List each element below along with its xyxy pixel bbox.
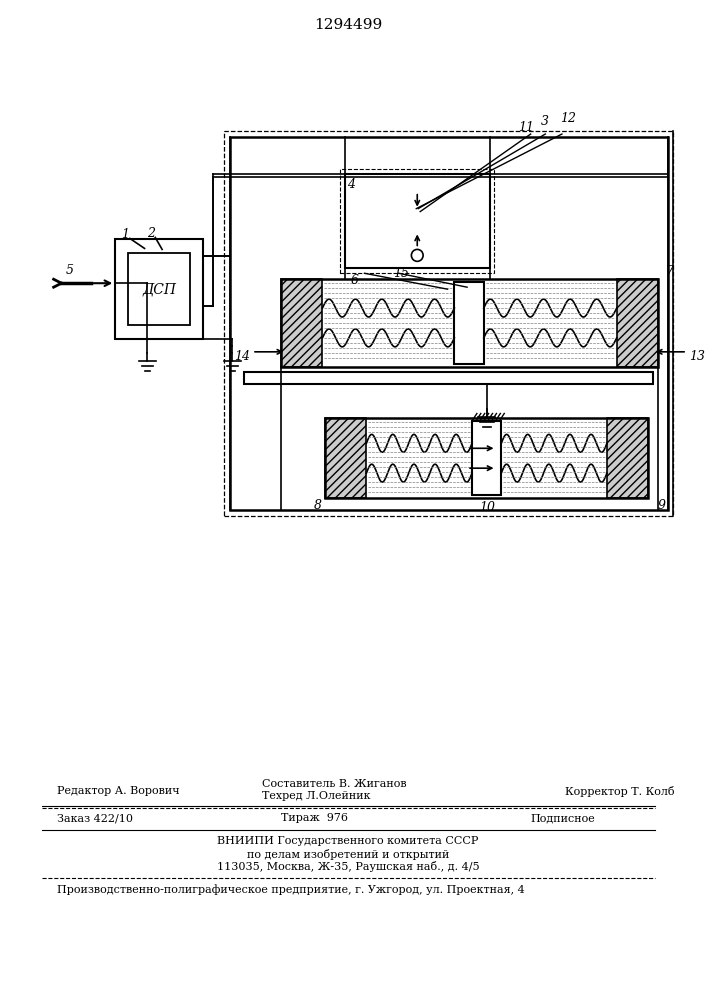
Text: ДСП: ДСП	[142, 282, 176, 296]
Text: 2: 2	[147, 227, 156, 240]
Text: 12: 12	[560, 112, 575, 125]
Text: 1: 1	[121, 228, 129, 241]
Text: 10: 10	[479, 501, 495, 514]
Text: Редактор А. Ворович: Редактор А. Ворович	[57, 786, 179, 796]
Text: Производственно-полиграфическое предприятие, г. Ужгород, ул. Проектная, 4: Производственно-полиграфическое предприя…	[57, 884, 525, 895]
Bar	[281, 279, 322, 367]
Text: 5: 5	[65, 264, 74, 277]
Text: 4: 4	[347, 178, 355, 191]
Text: Тираж  976: Тираж 976	[281, 813, 349, 823]
Bar	[607, 418, 648, 498]
Text: Составитель В. Жиганов: Составитель В. Жиганов	[262, 779, 407, 789]
Text: 113035, Москва, Ж-35, Раушская наб., д. 4/5: 113035, Москва, Ж-35, Раушская наб., д. …	[216, 861, 479, 872]
Text: Корректор Т. Колб: Корректор Т. Колб	[565, 786, 674, 797]
Text: Техред Л.Олейник: Техред Л.Олейник	[262, 791, 370, 801]
Text: по делам изобретений и открытий: по делам изобретений и открытий	[247, 849, 449, 860]
Text: 11: 11	[518, 121, 534, 134]
Bar	[230, 137, 667, 510]
Text: 9: 9	[658, 499, 666, 512]
Bar	[325, 418, 648, 498]
Text: 1294499: 1294499	[314, 18, 382, 32]
Bar	[244, 372, 653, 384]
Bar	[325, 418, 366, 498]
Text: 14: 14	[234, 350, 250, 363]
Bar	[340, 169, 494, 273]
Bar	[281, 279, 658, 367]
Text: Заказ 422/10: Заказ 422/10	[57, 813, 132, 823]
Text: 15: 15	[394, 267, 409, 280]
Bar	[472, 421, 501, 495]
Bar	[617, 279, 658, 367]
Bar	[455, 282, 484, 364]
Text: 3: 3	[542, 115, 549, 128]
Text: 7: 7	[665, 265, 674, 278]
Bar	[128, 253, 190, 325]
Bar	[223, 131, 673, 516]
Bar	[115, 239, 203, 339]
Text: 13: 13	[689, 350, 705, 363]
Text: ВНИИПИ Государственного комитета СССР: ВНИИПИ Государственного комитета СССР	[217, 836, 479, 846]
Text: 8: 8	[313, 499, 322, 512]
Text: Подписное: Подписное	[531, 813, 595, 823]
Bar	[345, 174, 489, 268]
Text: 6: 6	[351, 274, 358, 287]
